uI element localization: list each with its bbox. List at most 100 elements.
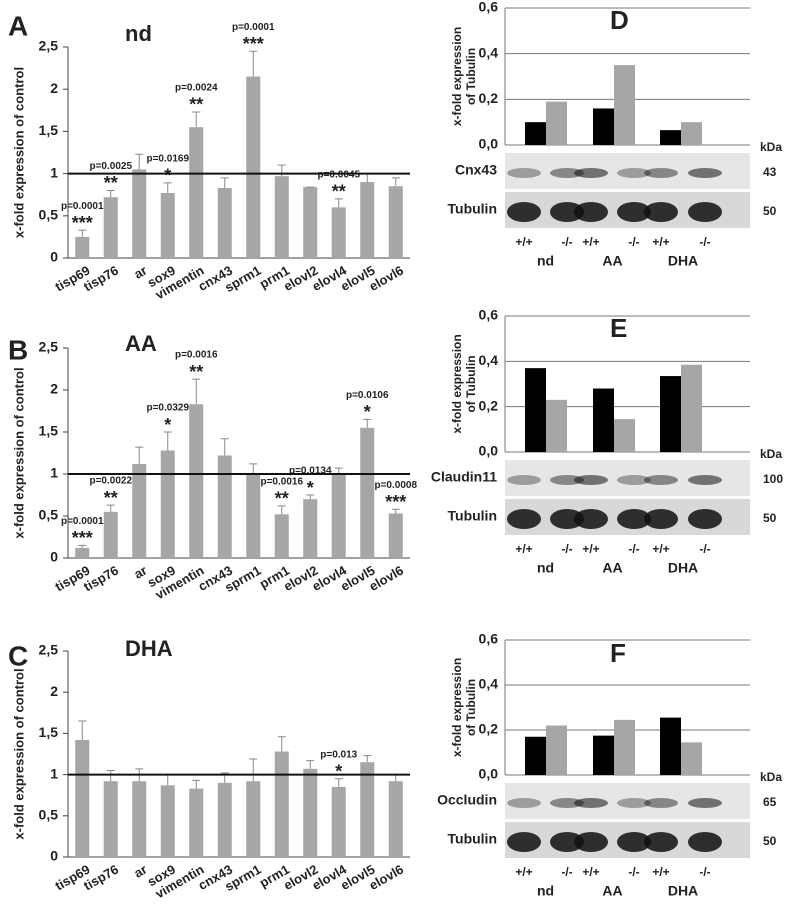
bar bbox=[593, 108, 614, 145]
group-label: DHA bbox=[668, 253, 698, 269]
bar bbox=[303, 187, 318, 258]
p-value: p=0.0329 bbox=[146, 403, 189, 414]
significance-stars: * bbox=[335, 761, 342, 781]
y-tick-label: 0,2 bbox=[479, 721, 499, 737]
error-bar bbox=[277, 736, 286, 752]
significance-stars: ** bbox=[332, 182, 346, 202]
bar bbox=[525, 736, 546, 775]
y-tick-label: 0,5 bbox=[39, 807, 59, 823]
bar bbox=[331, 207, 346, 258]
group-label: AA bbox=[602, 560, 622, 576]
band-size: 65 bbox=[763, 795, 777, 809]
y-tick-label: 0,6 bbox=[479, 631, 499, 647]
blot-band bbox=[574, 475, 608, 485]
bar bbox=[360, 182, 375, 258]
y-tick-label: 1 bbox=[50, 164, 58, 180]
error-bar bbox=[363, 418, 372, 428]
chart-title: nd bbox=[125, 21, 152, 46]
band-name: Occludin bbox=[437, 792, 497, 808]
y-tick-label: 0,0 bbox=[479, 766, 499, 782]
y-tick-label: 0 bbox=[50, 549, 58, 565]
y-tick-label: 1,5 bbox=[39, 724, 59, 740]
panel-letter: F bbox=[610, 638, 626, 668]
bar bbox=[593, 388, 614, 452]
error-bar bbox=[135, 153, 144, 170]
p-value: p=0.0045 bbox=[317, 170, 360, 181]
blot-band bbox=[644, 202, 678, 222]
group-label: AA bbox=[602, 883, 622, 899]
blot-band bbox=[574, 168, 608, 178]
significance-stars: * bbox=[164, 415, 171, 435]
significance-stars: *** bbox=[72, 213, 93, 233]
blot-band bbox=[550, 798, 584, 808]
lane-label: +/+ bbox=[515, 542, 532, 556]
bar bbox=[217, 455, 232, 558]
error-bar bbox=[391, 177, 400, 187]
error-bar bbox=[220, 438, 229, 456]
bar bbox=[614, 65, 635, 145]
band-name: Tubulin bbox=[448, 831, 498, 847]
bar bbox=[103, 511, 118, 558]
significance-stars: * bbox=[164, 166, 171, 186]
y-tick-label: 0,5 bbox=[39, 507, 59, 523]
y-tick-label: 0,4 bbox=[479, 676, 499, 692]
lane-label: -/- bbox=[561, 865, 572, 879]
error-bar bbox=[277, 505, 286, 515]
bar bbox=[546, 101, 567, 145]
blot-band bbox=[617, 509, 651, 529]
bar bbox=[132, 781, 147, 857]
p-value: p=0.013 bbox=[320, 749, 357, 760]
blot-band bbox=[550, 202, 584, 222]
band-name: Cnx43 bbox=[455, 162, 497, 178]
lane-label: +/+ bbox=[652, 865, 669, 879]
y-tick-label: 0 bbox=[50, 848, 58, 864]
lane-label: -/- bbox=[628, 235, 639, 249]
lane-label: +/+ bbox=[582, 865, 599, 879]
y-tick-label: 0,4 bbox=[479, 352, 499, 368]
blot-band bbox=[688, 168, 722, 178]
error-bar bbox=[363, 173, 372, 183]
blot-unit: kDa bbox=[760, 140, 782, 154]
bar bbox=[189, 404, 204, 558]
error-bar bbox=[163, 431, 172, 451]
group-label: nd bbox=[537, 883, 554, 899]
panel-letter: C bbox=[8, 640, 28, 671]
significance-stars: ** bbox=[189, 362, 203, 382]
y-tick-label: 2 bbox=[50, 683, 58, 699]
lane-label: -/- bbox=[628, 542, 639, 556]
error-bar bbox=[192, 378, 201, 405]
error-bar bbox=[249, 463, 258, 474]
error-bar bbox=[192, 111, 201, 128]
lane-label: +/+ bbox=[652, 542, 669, 556]
chart-title: AA bbox=[125, 331, 157, 356]
y-tick-label: 1,5 bbox=[39, 122, 59, 138]
blot-band bbox=[688, 202, 722, 222]
y-axis-label: x-fold expression of control bbox=[11, 668, 26, 839]
y-axis-label: of Tubulin bbox=[464, 48, 478, 105]
blot-unit: kDa bbox=[760, 447, 782, 461]
y-tick-label: 1 bbox=[50, 765, 58, 781]
bar bbox=[274, 514, 289, 558]
p-value: p=0.0024 bbox=[175, 83, 218, 94]
blot-band bbox=[574, 509, 608, 529]
bar bbox=[217, 187, 232, 258]
error-bar bbox=[78, 720, 87, 740]
error-bar bbox=[106, 189, 115, 198]
y-axis-label: of Tubulin bbox=[464, 355, 478, 412]
panel-letter: E bbox=[610, 313, 627, 343]
significance-stars: * bbox=[364, 402, 371, 422]
bar bbox=[614, 419, 635, 452]
blot-band bbox=[644, 798, 678, 808]
y-tick-label: 0,5 bbox=[39, 207, 59, 223]
band-name: Tubulin bbox=[448, 201, 498, 217]
lane-label: +/+ bbox=[515, 865, 532, 879]
chart-title: DHA bbox=[125, 636, 173, 661]
bar bbox=[614, 719, 635, 775]
blot-band bbox=[507, 798, 541, 808]
group-label: DHA bbox=[668, 883, 698, 899]
bar bbox=[525, 122, 546, 145]
bar bbox=[681, 364, 702, 452]
lane-label: -/- bbox=[561, 235, 572, 249]
blot-band bbox=[617, 798, 651, 808]
